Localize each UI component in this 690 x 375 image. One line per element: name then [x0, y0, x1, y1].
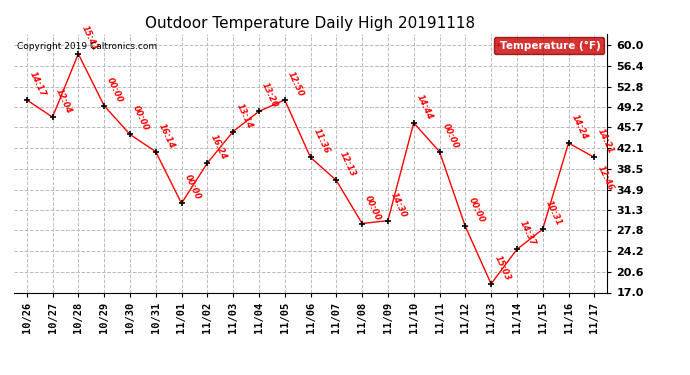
Text: 12:04: 12:04 — [54, 87, 73, 116]
Text: 12:50: 12:50 — [286, 70, 306, 98]
Text: 14:30: 14:30 — [389, 191, 408, 219]
Title: Outdoor Temperature Daily High 20191118: Outdoor Temperature Daily High 20191118 — [146, 16, 475, 31]
Text: 00:00: 00:00 — [364, 194, 383, 222]
Text: 14:44: 14:44 — [415, 93, 435, 121]
Text: 00:00: 00:00 — [441, 122, 460, 150]
Text: 14:37: 14:37 — [518, 219, 538, 248]
Text: 15:03: 15:03 — [493, 254, 512, 282]
Legend: Temperature (°F): Temperature (°F) — [494, 37, 604, 54]
Text: 12:13: 12:13 — [337, 150, 357, 178]
Text: 00:00: 00:00 — [466, 196, 486, 225]
Text: 13:20: 13:20 — [260, 81, 279, 110]
Text: 16:14: 16:14 — [157, 122, 177, 150]
Text: 14:24: 14:24 — [570, 113, 589, 141]
Text: 00:00: 00:00 — [183, 174, 202, 202]
Text: 00:00: 00:00 — [106, 76, 125, 104]
Text: 10:31: 10:31 — [544, 200, 564, 228]
Text: 16:24: 16:24 — [208, 133, 228, 161]
Text: 14:21: 14:21 — [595, 128, 615, 156]
Text: Copyright 2019 Caltronics.com: Copyright 2019 Caltronics.com — [17, 42, 157, 51]
Text: 14:17: 14:17 — [28, 70, 48, 98]
Text: 11:36: 11:36 — [312, 128, 331, 156]
Text: 15:41: 15:41 — [79, 24, 99, 52]
Text: 12:46: 12:46 — [595, 164, 615, 192]
Text: 13:14: 13:14 — [235, 102, 254, 130]
Text: 00:00: 00:00 — [131, 105, 150, 133]
